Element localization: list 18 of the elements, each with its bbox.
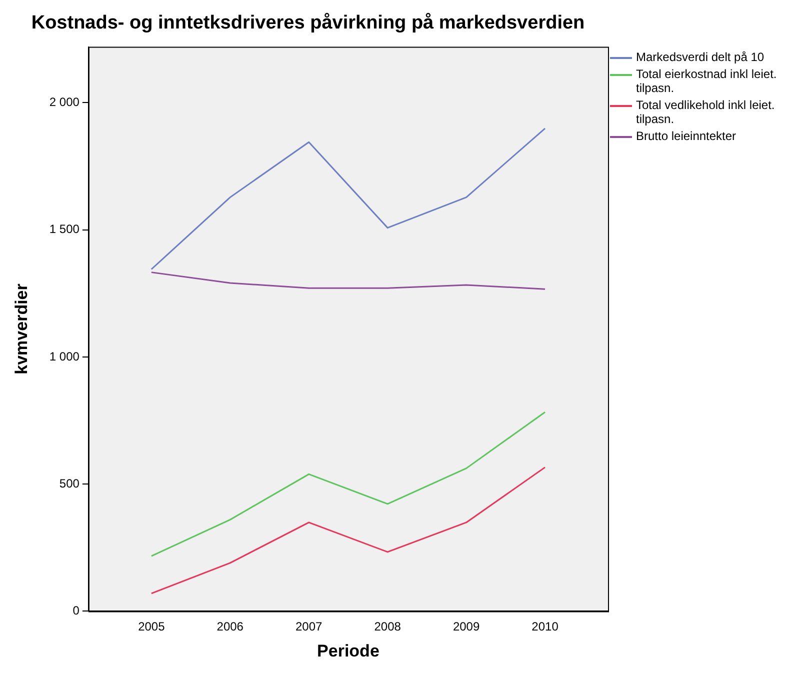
legend-label: Total vedlikehold inkl leiet. tilpasn. bbox=[636, 98, 776, 126]
legend-label: Total eierkostnad inkl leiet. tilpasn. bbox=[636, 67, 778, 95]
y-axis-title: kvmverdier bbox=[12, 283, 31, 374]
y-tick-label: 1 000 bbox=[49, 349, 80, 364]
x-tick-label: 2007 bbox=[296, 620, 323, 634]
x-tick-label: 2005 bbox=[138, 620, 166, 634]
y-tick-label: 1 500 bbox=[49, 222, 80, 236]
legend-label: Markedsverdi delt på 10 bbox=[636, 50, 764, 64]
x-tick-label: 2006 bbox=[216, 620, 244, 634]
x-axis-title: Periode bbox=[317, 641, 380, 660]
x-tick-label: 2009 bbox=[452, 620, 480, 634]
y-tick-label: 0 bbox=[72, 604, 80, 618]
legend-label: Brutto leieinntekter bbox=[636, 129, 736, 143]
chart-title: Kostnads- og inntetksdriveres påvirkning på markedsverdien bbox=[31, 12, 585, 34]
y-tick-label: 2 000 bbox=[49, 95, 80, 110]
x-tick-label: 2010 bbox=[532, 620, 559, 634]
x-tick-label: 2008 bbox=[374, 620, 402, 634]
y-tick-label: 500 bbox=[59, 476, 80, 490]
